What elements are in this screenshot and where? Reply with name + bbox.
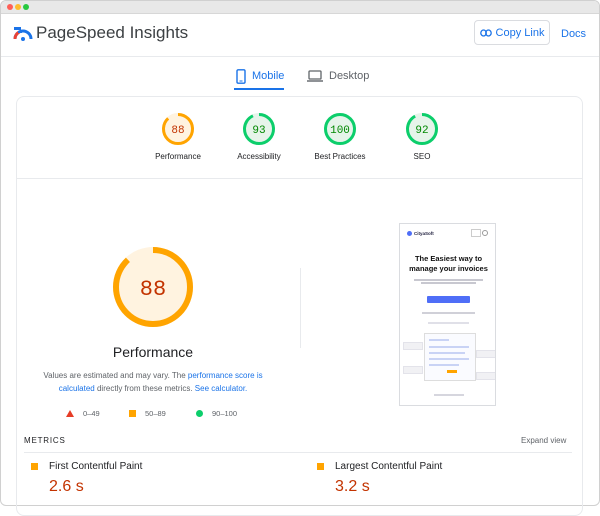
triangle-icon (66, 410, 74, 417)
preview-bar (429, 364, 459, 366)
performance-description: Values are estimated and may vary. The p… (38, 369, 268, 395)
seo-score: 92 (415, 125, 428, 137)
header-divider (1, 56, 599, 57)
close-window-icon[interactable] (7, 4, 13, 10)
preview-cta-button (427, 296, 470, 303)
active-tab-indicator (234, 88, 284, 90)
expand-view-button[interactable]: Expand view (521, 436, 567, 445)
tab-desktop[interactable]: Desktop (307, 66, 369, 86)
scores-divider (17, 178, 582, 179)
preview-bar (429, 358, 469, 360)
preview-note (403, 342, 423, 350)
performance-score-link[interactable]: performance score is calculated (58, 371, 263, 393)
square-icon (129, 410, 136, 417)
accessibility-label: Accessibility (237, 152, 281, 161)
performance-label: Performance (155, 152, 201, 161)
gauge-performance[interactable]: 88 Performance (143, 112, 213, 161)
tab-desktop-label: Desktop (329, 70, 370, 82)
preview-text-line (420, 282, 477, 284)
square-icon (31, 463, 38, 470)
desc-middle: directly from these metrics. (94, 384, 195, 393)
maximize-window-icon[interactable] (23, 4, 29, 10)
gauge-best-practices[interactable]: 100 Best Practices (305, 112, 375, 161)
tab-mobile[interactable]: Mobile (236, 66, 284, 86)
accessibility-score: 93 (252, 125, 265, 137)
preview-menu-icon (471, 229, 481, 237)
best-practices-score: 100 (330, 125, 350, 137)
preview-bar (429, 339, 449, 341)
legend-fail: 0–49 (66, 409, 100, 418)
accessibility-gauge-icon: 93 (243, 113, 275, 145)
preview-brand-label: CityaSoft (414, 231, 434, 236)
see-calculator-link[interactable]: See calculator. (194, 384, 248, 393)
metrics-divider (24, 452, 572, 453)
gauge-seo[interactable]: 92 SEO (387, 112, 457, 161)
preview-bar (429, 346, 469, 348)
legend-pass: 90–100 (196, 409, 237, 418)
app-title: PageSpeed Insights (36, 23, 189, 42)
docs-link[interactable]: Docs (561, 28, 587, 40)
preview-text-line (428, 322, 469, 324)
performance-big-score: 88 (140, 277, 166, 302)
preview-note (476, 350, 495, 358)
copy-link-button[interactable]: Copy Link (474, 20, 550, 45)
gauge-accessibility[interactable]: 93 Accessibility (224, 112, 294, 161)
seo-label: SEO (413, 152, 431, 161)
preview-accent (447, 370, 457, 373)
pagespeed-logo-icon[interactable] (13, 25, 33, 41)
performance-gauge-icon: 88 (162, 113, 194, 145)
laptop-icon (307, 70, 323, 82)
window-titlebar (1, 1, 599, 14)
performance-big-gauge-icon: 88 (113, 247, 193, 327)
tab-mobile-label: Mobile (252, 70, 285, 82)
desc-prefix: Values are estimated and may vary. The (43, 371, 188, 380)
metric-name: Largest Contentful Paint (335, 461, 443, 472)
metrics-title: METRICS (24, 436, 66, 445)
preview-search-icon (482, 230, 488, 236)
vertical-separator (300, 268, 301, 348)
metric-value: 3.2 s (335, 478, 370, 495)
circle-icon (196, 410, 203, 417)
legend-average-label: 50–89 (145, 409, 166, 418)
preview-text-line (414, 279, 483, 281)
preview-brand: CityaSoft (407, 231, 434, 236)
preview-footer-line (434, 394, 464, 396)
preview-subtext (414, 278, 483, 284)
preview-note (476, 372, 495, 380)
legend-average: 50–89 (129, 409, 166, 418)
smartphone-icon (236, 68, 246, 84)
preview-bar (429, 352, 465, 354)
minimize-window-icon[interactable] (15, 4, 21, 10)
preview-text-line (422, 312, 475, 314)
link-icon (479, 28, 492, 37)
preview-headline: The Easiest way to manage your invoices (409, 254, 488, 273)
legend-pass-label: 90–100 (212, 409, 238, 418)
seo-gauge-icon: 92 (406, 113, 438, 145)
brand-logo-icon (407, 231, 412, 236)
performance-score: 88 (171, 125, 184, 137)
copy-link-label: Copy Link (495, 26, 545, 39)
best-practices-label: Best Practices (314, 152, 366, 161)
page-screenshot-preview[interactable]: CityaSoft The Easiest way to manage your… (399, 223, 496, 406)
legend-fail-label: 0–49 (83, 409, 100, 418)
metric-value: 2.6 s (49, 478, 84, 495)
preview-note (403, 366, 423, 374)
preview-app-image (424, 333, 476, 381)
square-icon (317, 463, 324, 470)
metric-name: First Contentful Paint (49, 461, 143, 472)
performance-title: Performance (112, 344, 194, 360)
best-practices-gauge-icon: 100 (324, 113, 356, 145)
